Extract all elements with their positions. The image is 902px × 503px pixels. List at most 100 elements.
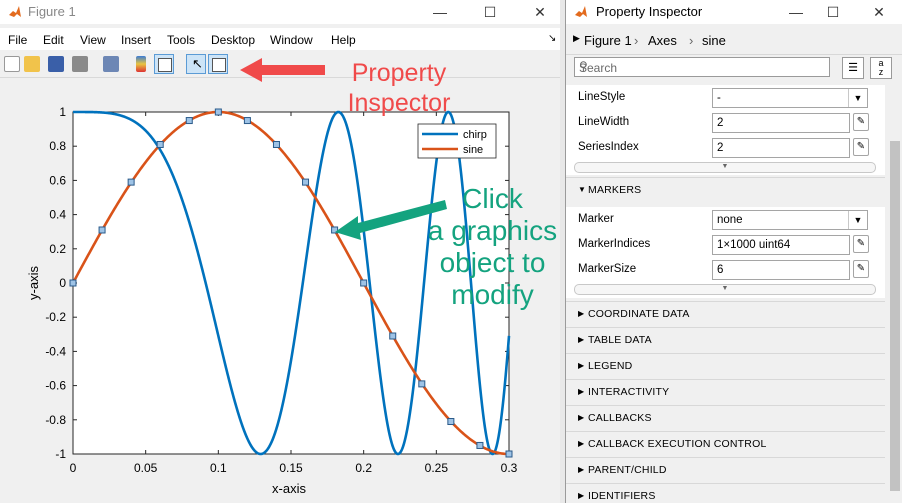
- menu-help[interactable]: Help: [331, 33, 356, 47]
- section-callback-execution-control[interactable]: ▶ CALLBACK EXECUTION CONTROL: [566, 431, 885, 456]
- menu-window[interactable]: Window: [270, 33, 313, 47]
- chevron-right-icon: ▶: [578, 361, 585, 370]
- section-identifiers[interactable]: ▶ IDENTIFIERS: [566, 483, 885, 503]
- menu-file[interactable]: File: [8, 33, 28, 47]
- matlab-logo-icon: [575, 6, 587, 17]
- marker-dropdown[interactable]: none ▼: [712, 210, 868, 230]
- chevron-right-icon: ▶: [578, 439, 585, 448]
- chevron-right-icon: ▶: [578, 335, 585, 344]
- pencil-icon[interactable]: ✎: [853, 235, 869, 253]
- colorbar-icon[interactable]: [136, 56, 146, 72]
- property-list: LineStyle - ▼ LineWidth 2 ✎ SeriesIndex 2…: [566, 85, 885, 503]
- sine-line: [71, 110, 510, 456]
- section-interactivity[interactable]: ▶ INTERACTIVITY: [566, 379, 885, 404]
- pencil-icon[interactable]: ✎: [853, 260, 869, 278]
- legend-toggle-button[interactable]: [154, 54, 174, 74]
- menu-view[interactable]: View: [80, 33, 106, 47]
- property-row-markersize: MarkerSize 6 ✎: [566, 257, 885, 282]
- breadcrumb: ▶ Figure 1 › Axes › sine: [566, 26, 902, 55]
- y-tick-label: 0: [59, 276, 66, 290]
- menu-insert[interactable]: Insert: [121, 33, 152, 47]
- x-tick-label: 0.25: [425, 461, 449, 475]
- maximize-icon[interactable]: ☐: [826, 4, 840, 20]
- sine-marker: [272, 140, 280, 148]
- inspector-titlebar[interactable]: Property Inspector — ☐ ✕: [566, 0, 902, 24]
- pencil-icon[interactable]: ✎: [853, 138, 869, 156]
- sine-marker: [156, 140, 164, 148]
- close-icon[interactable]: ✕: [534, 4, 546, 20]
- property-row-linestyle: LineStyle - ▼: [566, 85, 885, 110]
- sine-marker: [447, 418, 455, 426]
- save-icon[interactable]: [48, 56, 64, 72]
- sine-marker: [505, 450, 513, 458]
- collapse-row: ▼: [566, 160, 885, 175]
- collapse-handle[interactable]: ▼: [574, 284, 876, 295]
- scrollbar-thumb[interactable]: [890, 141, 900, 491]
- figure-titlebar[interactable]: Figure 1 — ☐ ✕: [0, 0, 560, 24]
- markersize-field[interactable]: 6: [712, 260, 850, 280]
- property-label: LineStyle: [578, 91, 626, 103]
- cursor-arrow-icon: ↖: [192, 56, 203, 71]
- figure-title: Figure 1: [28, 4, 76, 19]
- property-row-linewidth: LineWidth 2 ✎: [566, 110, 885, 135]
- chevron-down-icon: ▼: [848, 211, 867, 229]
- chevron-right-icon: ▶: [578, 387, 585, 396]
- open-folder-icon[interactable]: [24, 56, 40, 72]
- section-table-data[interactable]: ▶ TABLE DATA: [566, 327, 885, 352]
- chevron-right-icon: ›: [634, 33, 639, 48]
- annotation-line: Inspector: [347, 89, 451, 117]
- vertical-scrollbar[interactable]: [887, 85, 902, 503]
- property-inspector-button[interactable]: [208, 54, 228, 74]
- legend-entry: sine: [463, 144, 483, 156]
- section-title: CALLBACKS: [588, 412, 652, 424]
- sine-marker: [243, 117, 251, 125]
- section-legend[interactable]: ▶ LEGEND: [566, 353, 885, 378]
- menu-tools[interactable]: Tools: [167, 33, 196, 47]
- markerindices-field[interactable]: 1×1000 uint64: [712, 235, 850, 255]
- sort-categorized-button[interactable]: ☰: [842, 57, 864, 79]
- breadcrumb-axes[interactable]: Axes: [648, 33, 677, 48]
- link-figure-icon[interactable]: [103, 56, 119, 72]
- section-title: CALLBACK EXECUTION CONTROL: [588, 438, 767, 450]
- collapse-handle[interactable]: ▼: [574, 162, 876, 173]
- breadcrumb-figure[interactable]: Figure 1: [584, 33, 632, 48]
- pencil-icon[interactable]: ✎: [853, 113, 869, 131]
- print-icon[interactable]: [72, 56, 88, 72]
- minimize-icon[interactable]: —: [433, 4, 447, 20]
- menu-edit[interactable]: Edit: [43, 33, 64, 47]
- seriesindex-field[interactable]: 2: [712, 138, 850, 158]
- x-tick-label: 0.1: [210, 461, 227, 475]
- linewidth-field[interactable]: 2: [712, 113, 850, 133]
- edit-plot-button[interactable]: ↖: [186, 54, 206, 74]
- x-tick-label: 0.15: [279, 461, 303, 475]
- new-file-icon[interactable]: [4, 56, 20, 72]
- property-label: MarkerSize: [578, 263, 637, 275]
- property-value: none: [717, 214, 743, 226]
- x-tick-label: 0: [70, 461, 77, 475]
- property-value: 6: [717, 264, 724, 276]
- search-input[interactable]: Search ⚲: [574, 57, 830, 77]
- maximize-icon[interactable]: ☐: [483, 4, 497, 20]
- property-inspector-window: Property Inspector — ☐ ✕ ▶ Figure 1 › Ax…: [565, 0, 902, 503]
- legend-entry: chirp: [463, 129, 487, 141]
- legend-box: [417, 123, 497, 159]
- chevron-down-icon: ▼: [578, 185, 586, 194]
- dock-arrow-icon[interactable]: ↘: [548, 33, 557, 44]
- section-parent-child[interactable]: ▶ PARENT/CHILD: [566, 457, 885, 482]
- close-icon[interactable]: ✕: [873, 4, 885, 20]
- axes[interactable]: 0 0.05 0.1 0.15 0.2 0.25 0.3 1 0.8 0.6 0.4 0.2 0 -0.2…: [0, 78, 560, 503]
- section-title: COORDINATE DATA: [588, 308, 690, 320]
- menu-desktop[interactable]: Desktop: [211, 33, 256, 47]
- section-title: MARKERS: [588, 184, 642, 196]
- section-title: INTERACTIVITY: [588, 386, 670, 398]
- linestyle-dropdown[interactable]: - ▼: [712, 88, 868, 108]
- section-coordinate-data[interactable]: ▶ COORDINATE DATA: [566, 301, 885, 326]
- minimize-icon[interactable]: —: [789, 4, 803, 20]
- section-markers[interactable]: ▼ MARKERS: [566, 177, 885, 202]
- property-row-seriesindex: SeriesIndex 2 ✎: [566, 135, 885, 160]
- section-callbacks[interactable]: ▶ CALLBACKS: [566, 405, 885, 430]
- sine-marker: [98, 226, 106, 234]
- breadcrumb-sine[interactable]: sine: [702, 33, 726, 48]
- section-title: IDENTIFIERS: [588, 490, 656, 502]
